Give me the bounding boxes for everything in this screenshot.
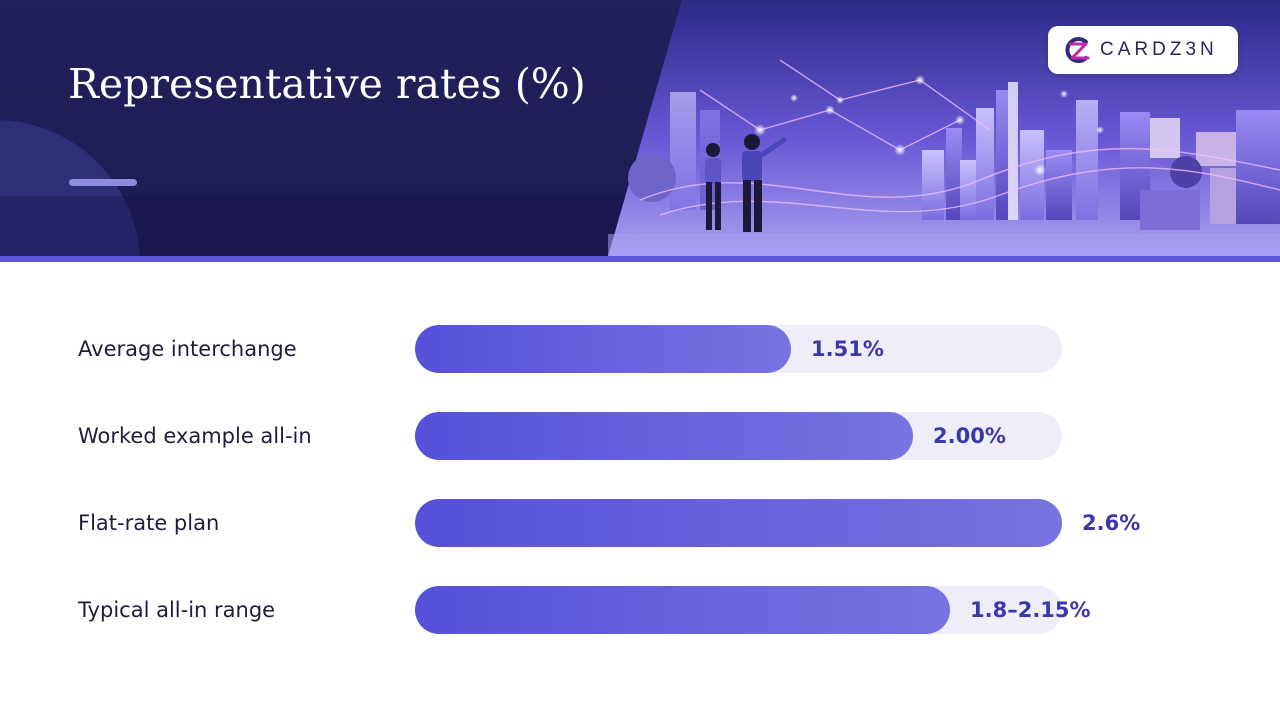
header-banner: Representative rates (%) CARDZ3N [0, 0, 1280, 256]
bar-track [415, 325, 1062, 373]
bar [415, 586, 950, 634]
glow-dots [754, 75, 1104, 176]
data-label: 2.6% [1082, 511, 1141, 535]
chart-title: Representative rates (%) [68, 60, 586, 108]
bar-track [415, 586, 1062, 634]
category-label: Typical all-in range [78, 598, 276, 622]
header-divider [0, 256, 1280, 262]
category-label: Average interchange [78, 337, 297, 361]
logo-text: CARDZ3N [1100, 39, 1218, 60]
hero-floor [608, 234, 1280, 256]
decorative-spheres [628, 154, 1202, 202]
category-label: Worked example all-in [78, 424, 312, 448]
person-man [742, 134, 787, 232]
data-label: 1.8–2.15% [970, 598, 1091, 622]
category-label: Flat-rate plan [78, 511, 220, 535]
logo-mark-icon [1065, 37, 1090, 63]
bar [415, 412, 913, 460]
title-underline [69, 179, 137, 186]
data-label: 1.51% [811, 337, 884, 361]
bar [415, 499, 1062, 547]
horizontal-bar-chart: Average interchange 1.51% Worked example a… [0, 262, 1280, 720]
bar-track [415, 499, 1062, 547]
brand-logo: CARDZ3N [1048, 26, 1238, 74]
bar [415, 325, 791, 373]
person-woman [705, 143, 721, 230]
bar-track [415, 412, 1062, 460]
data-label: 2.00% [933, 424, 1006, 448]
